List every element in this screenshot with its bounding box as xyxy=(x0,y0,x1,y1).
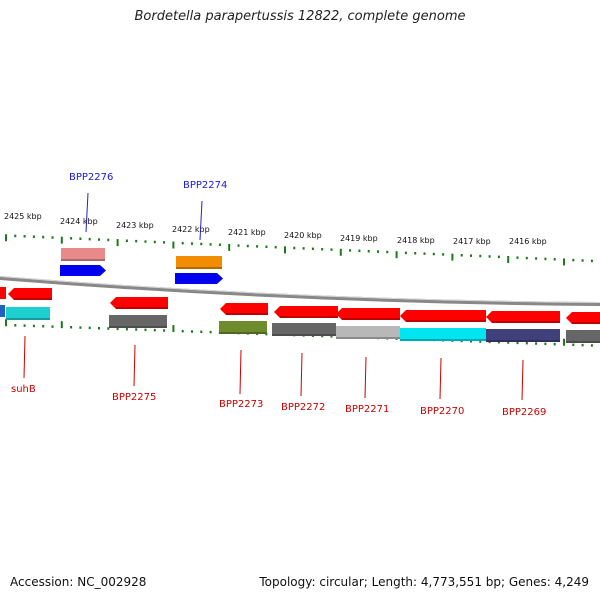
scale-labels: 2425 kbp 2424 kbp 2423 kbp 2422 kbp 2421 kbp… xyxy=(4,212,547,246)
gene-suhB-band xyxy=(6,307,50,320)
gene-label-BPP2272: BPP2272 xyxy=(281,402,325,413)
forward-genes xyxy=(60,248,223,284)
gene-BPP2272-arrow xyxy=(274,306,338,318)
leader-line xyxy=(239,349,242,395)
scale-label: 2424 kbp xyxy=(60,217,98,226)
accession-text: Accession: NC_002928 xyxy=(10,575,147,589)
gene-BPP2275-arrow-shade xyxy=(116,307,168,309)
gene-BPP2271-arrow xyxy=(336,308,400,320)
gene-suhB-arrow-shade xyxy=(14,298,52,300)
gene-suhB-arrow xyxy=(8,288,52,300)
gene-label-BPP2269: BPP2269 xyxy=(502,407,546,418)
leader-line xyxy=(521,359,524,401)
gene-edge-fragment xyxy=(0,287,6,299)
gene-BPP2276-arrow xyxy=(60,265,106,276)
gene-BPP2269-band xyxy=(486,329,560,342)
gene-BPP2275-band xyxy=(109,315,167,328)
gene-BPP2273-band xyxy=(219,321,267,334)
leader-line xyxy=(133,344,136,387)
scale-label: 2419 kbp xyxy=(340,234,378,243)
leader-line xyxy=(85,192,89,233)
scale-label: 2416 kbp xyxy=(509,237,547,246)
leader-line xyxy=(199,200,203,241)
gene-BPP2271-band-shade xyxy=(336,337,400,339)
scale-label: 2425 kbp xyxy=(4,212,42,221)
gene-BPP2272-band xyxy=(272,323,336,336)
gene-BPP2276-band-shade xyxy=(61,259,105,261)
gene-edge-fragment xyxy=(0,305,5,317)
leader-line xyxy=(23,335,26,379)
genome-title: Bordetella parapertussis 12822, complete… xyxy=(134,9,466,24)
gene-partial-arrow xyxy=(566,312,600,324)
scale-ticks-top xyxy=(5,234,593,266)
gene-label-BPP2275: BPP2275 xyxy=(112,392,156,403)
scale-label: 2418 kbp xyxy=(397,236,435,245)
gene-BPP2271-band xyxy=(336,326,400,339)
gene-BPP2275-band-shade xyxy=(109,326,167,328)
leader-line xyxy=(364,356,367,399)
topology-text: Topology: circular; Length: 4,773,551 bp… xyxy=(259,575,589,589)
reverse-genes xyxy=(0,287,600,343)
gene-partial-band xyxy=(566,330,600,343)
gene-BPP2272-band-shade xyxy=(272,334,336,336)
gene-BPP2276-band xyxy=(61,248,105,261)
gene-BPP2274-band xyxy=(176,256,222,269)
scale-label: 2417 kbp xyxy=(453,237,491,246)
gene-BPP2273-arrow xyxy=(220,303,268,315)
gene-label-BPP2273: BPP2273 xyxy=(219,399,263,410)
gene-BPP2273-arrow-shade xyxy=(226,313,268,315)
gene-BPP2269-arrow xyxy=(486,311,560,323)
backbone-line xyxy=(0,276,600,306)
gene-BPP2274-band-shade xyxy=(176,267,222,269)
leader-line xyxy=(300,352,303,397)
gene-label-BPP2276: BPP2276 xyxy=(69,172,113,183)
scale-label: 2423 kbp xyxy=(116,221,154,230)
gene-label-BPP2271: BPP2271 xyxy=(345,404,389,415)
gene-label-suhB: suhB xyxy=(11,384,36,395)
gene-BPP2275-arrow xyxy=(110,297,168,309)
scale-label: 2422 kbp xyxy=(172,225,210,234)
gene-label-BPP2270: BPP2270 xyxy=(420,406,464,417)
gene-BPP2269-band-shade xyxy=(486,340,560,342)
backbone-highlight xyxy=(0,276,600,303)
gene-suhB-band-shade xyxy=(6,318,50,320)
gene-BPP2270-arrow-shade xyxy=(406,320,486,322)
scale-label: 2421 kbp xyxy=(228,228,266,237)
gene-partial-arrow-shade xyxy=(572,322,600,324)
gene-BPP2270-band-shade xyxy=(400,339,486,341)
gene-BPP2269-arrow-shade xyxy=(492,321,560,323)
genome-backbone xyxy=(0,276,600,306)
gene-labels: BPP2276 BPP2274 suhB BPP2275 BPP2273 BPP2272 B… xyxy=(11,172,546,418)
gene-BPP2274-arrow xyxy=(175,273,223,284)
gene-BPP2273-band-shade xyxy=(219,332,267,334)
scale-label: 2420 kbp xyxy=(284,231,322,240)
gene-BPP2271-arrow-shade xyxy=(342,318,400,320)
gene-partial-band-shade xyxy=(566,341,600,343)
gene-BPP2272-arrow-shade xyxy=(280,316,338,318)
gene-label-BPP2274: BPP2274 xyxy=(183,180,227,191)
gene-BPP2270-arrow xyxy=(400,310,486,322)
gene-BPP2270-band xyxy=(400,328,486,341)
leader-line xyxy=(439,357,442,400)
